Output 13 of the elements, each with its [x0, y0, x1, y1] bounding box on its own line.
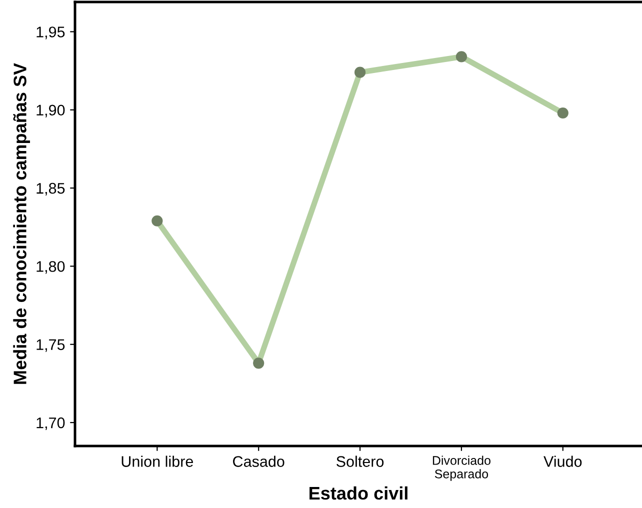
x-tick-label: Divorciado Separado — [432, 456, 490, 481]
y-tick-label: 1,80 — [36, 261, 65, 274]
y-tick-label: 1,95 — [36, 26, 65, 40]
y-axis-title: Media de conocimiento campañas SV — [13, 63, 30, 384]
x-tick-label: Viudo — [544, 456, 582, 467]
x-axis-title: Estado civil — [310, 486, 408, 500]
x-tick-label: Union libre — [122, 456, 193, 467]
x-tick-label: Casado — [233, 456, 284, 467]
x-tick-label: Soltero — [336, 456, 384, 467]
y-tick-label: 1,70 — [36, 417, 65, 430]
y-tick-label: 1,75 — [36, 339, 65, 352]
y-tick-label: 1,85 — [36, 182, 65, 196]
y-tick-label: 1,90 — [36, 104, 65, 118]
